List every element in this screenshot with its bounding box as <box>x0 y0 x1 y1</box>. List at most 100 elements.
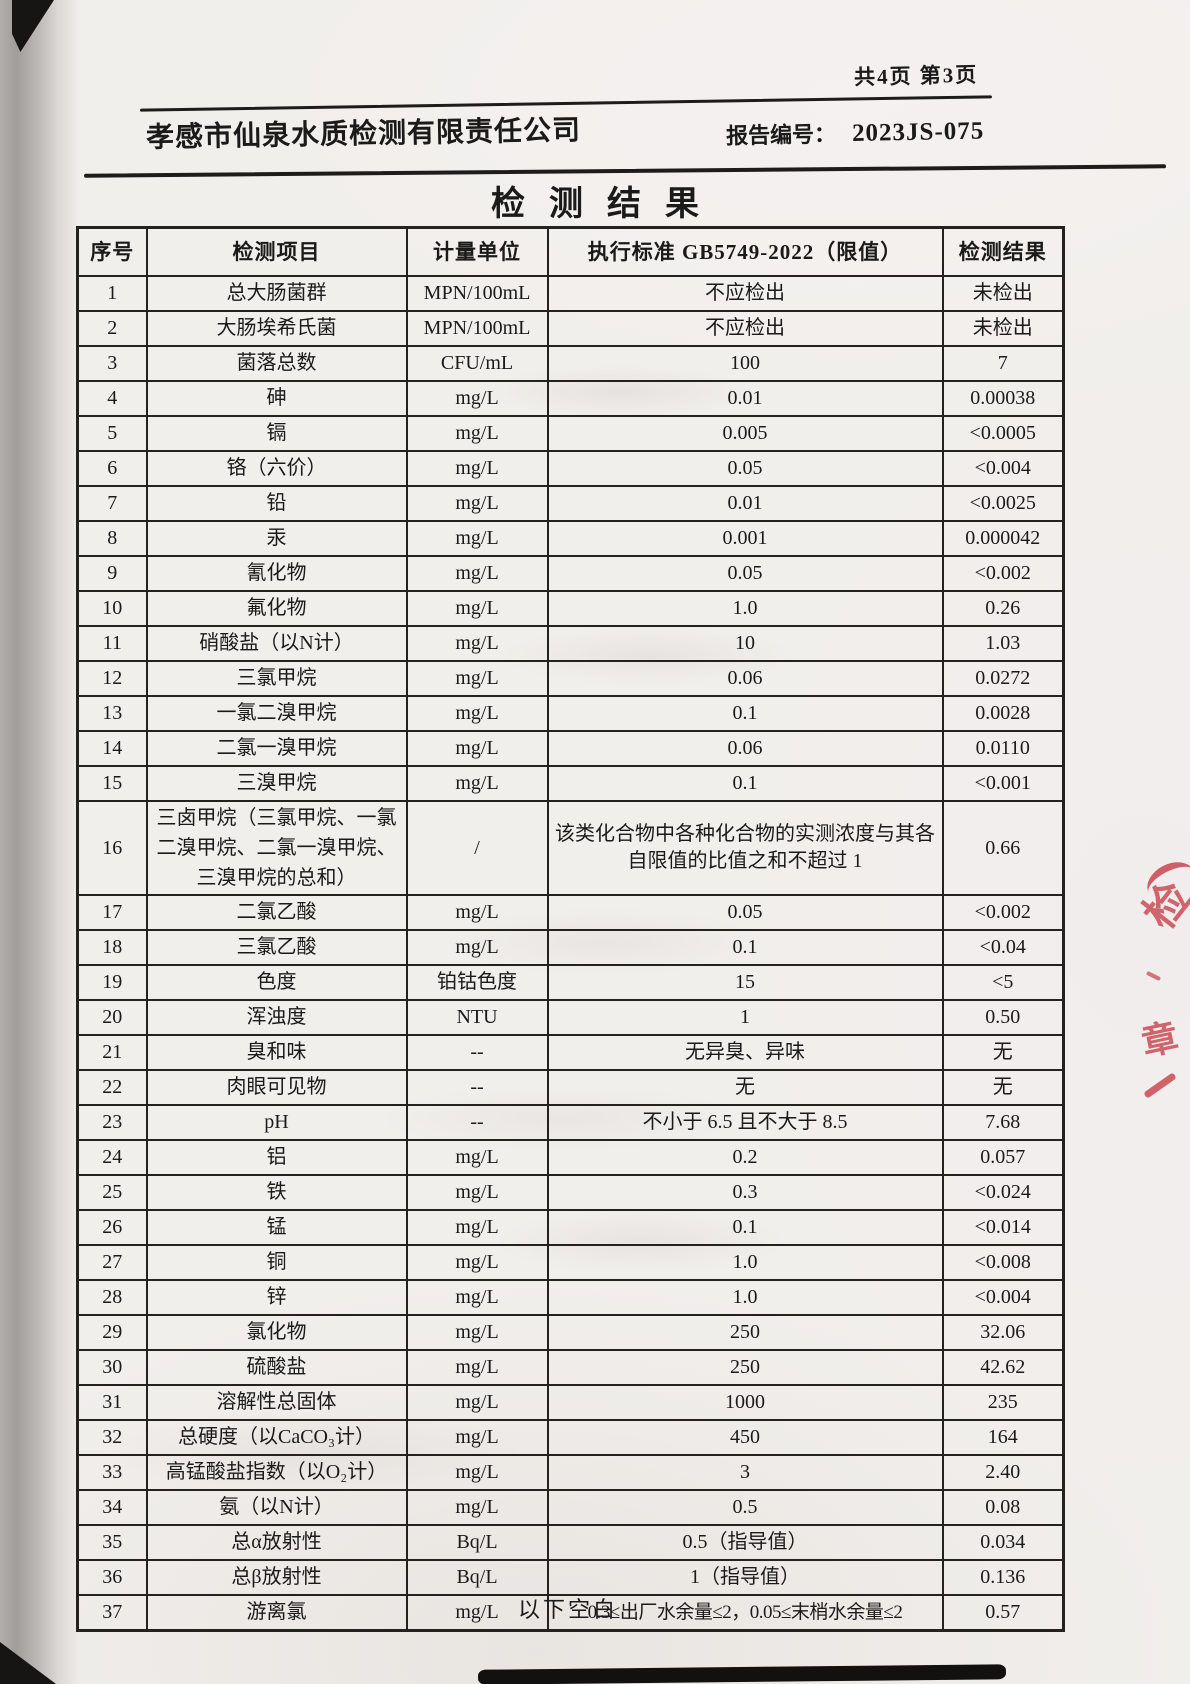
cell-item-name: 铅 <box>145 485 408 522</box>
cell-item-name: 氟化物 <box>145 590 408 627</box>
cell-row-number: 14 <box>76 730 148 767</box>
cell-result-value: 未检出 <box>941 275 1065 312</box>
cell-item-name: 游离氯 <box>145 1594 408 1632</box>
cell-row-number: 33 <box>76 1454 148 1491</box>
col-header-no: 序号 <box>76 226 148 277</box>
cell-unit: mg/L <box>405 1279 549 1316</box>
cell-row-number: 26 <box>76 1209 148 1246</box>
cell-row-number: 5 <box>76 415 148 452</box>
cell-result-value: <0.002 <box>941 555 1065 592</box>
table-row: 12 三氯甲烷 mg/L 0.06 0.0272 <box>76 660 1065 697</box>
cell-unit: mg/L <box>405 1139 549 1176</box>
cell-row-number: 20 <box>76 999 148 1036</box>
cell-row-number: 22 <box>76 1069 148 1106</box>
cell-result-value: 0.136 <box>941 1559 1065 1596</box>
cell-row-number: 1 <box>76 275 148 312</box>
cell-item-name: 铜 <box>145 1244 408 1281</box>
cell-standard-limit: 0.1 <box>546 929 944 966</box>
cell-unit: mg/L <box>405 660 549 697</box>
cell-result-value: 0.057 <box>941 1139 1065 1176</box>
cell-standard-limit: 3 <box>546 1454 944 1491</box>
cell-standard-limit: 无异臭、异味 <box>546 1034 944 1071</box>
cell-result-value: <0.004 <box>941 1279 1065 1316</box>
cell-item-name: 臭和味 <box>145 1034 408 1071</box>
table-row: 11 硝酸盐（以N计） mg/L 10 1.03 <box>76 625 1065 662</box>
report-number: 报告编号： 2023JS-075 <box>726 114 985 151</box>
cell-item-name: 总β放射性 <box>145 1559 408 1596</box>
table-row: 33 高锰酸盐指数（以O₂计） mg/L 3 2.40 <box>76 1454 1065 1491</box>
cell-result-value: 7 <box>941 345 1065 382</box>
cell-result-value: 0.57 <box>941 1594 1065 1632</box>
cell-item-name: 三卤甲烷（三氯甲烷、一氯二溴甲烷、二氯一溴甲烷、三溴甲烷的总和） <box>145 800 408 896</box>
cell-unit: MPN/100mL <box>405 310 549 347</box>
cell-unit: mg/L <box>405 415 549 452</box>
cell-item-name: 铬（六价） <box>145 450 408 487</box>
cell-item-name: 硫酸盐 <box>145 1349 408 1386</box>
cell-unit: mg/L <box>405 1419 549 1456</box>
cell-item-name: 氨（以N计） <box>145 1489 408 1526</box>
cell-row-number: 4 <box>76 380 148 417</box>
table-row: 30 硫酸盐 mg/L 250 42.62 <box>76 1349 1065 1386</box>
table-row: 2 大肠埃希氏菌 MPN/100mL 不应检出 未检出 <box>76 310 1065 347</box>
table-row: 36 总β放射性 Bq/L 1（指导值） 0.136 <box>76 1559 1065 1596</box>
red-seal-fragment-tick <box>1145 970 1162 982</box>
cell-result-value: 164 <box>941 1419 1065 1456</box>
cell-standard-limit: 450 <box>546 1419 944 1456</box>
cell-unit: mg/L <box>405 765 549 802</box>
cell-result-value: 未检出 <box>941 310 1065 347</box>
cell-result-value: <5 <box>941 964 1065 1001</box>
cell-item-name: 肉眼可见物 <box>145 1069 408 1106</box>
cell-result-value: <0.001 <box>941 765 1065 802</box>
cell-standard-limit: 1.0 <box>546 590 944 627</box>
cell-standard-limit: 0.06 <box>546 730 944 767</box>
col-header-unit: 计量单位 <box>405 226 549 277</box>
cell-unit: 铂钴色度 <box>405 964 549 1001</box>
cell-row-number: 30 <box>76 1349 148 1386</box>
cell-result-value: 0.000042 <box>941 520 1065 557</box>
col-header-item: 检测项目 <box>145 226 408 277</box>
table-row: 23 pH -- 不小于 6.5 且不大于 8.5 7.68 <box>76 1104 1065 1141</box>
table-row: 6 铬（六价） mg/L 0.05 <0.004 <box>76 450 1065 487</box>
col-header-result: 检测结果 <box>941 226 1065 277</box>
cell-standard-limit: 250 <box>546 1349 944 1386</box>
red-seal-fragment-character: 章 <box>1138 1016 1182 1064</box>
cell-item-name: 色度 <box>145 964 408 1001</box>
cell-row-number: 10 <box>76 590 148 627</box>
cell-item-name: 锌 <box>145 1279 408 1316</box>
cell-result-value: 0.50 <box>941 999 1065 1036</box>
cell-item-name: 砷 <box>145 380 408 417</box>
cell-row-number: 29 <box>76 1314 148 1351</box>
cell-standard-limit: 0.2 <box>546 1139 944 1176</box>
cell-unit: mg/L <box>405 929 549 966</box>
cell-result-value: 0.26 <box>941 590 1065 627</box>
cell-standard-limit: 250 <box>546 1314 944 1351</box>
cell-unit: mg/L <box>405 894 549 931</box>
cell-row-number: 25 <box>76 1174 148 1211</box>
table-row: 21 臭和味 -- 无异臭、异味无 <box>76 1034 1065 1071</box>
table-row: 22 肉眼可见物 -- 无无 <box>76 1069 1065 1106</box>
cell-unit: mg/L <box>405 1384 549 1421</box>
cell-row-number: 8 <box>76 520 148 557</box>
cell-row-number: 37 <box>76 1594 148 1632</box>
cell-standard-limit: 0.05 <box>546 450 944 487</box>
cell-standard-limit: 0.5（指导值） <box>546 1524 944 1561</box>
cell-unit: mg/L <box>405 590 549 627</box>
page-edge-shadow <box>0 0 80 1684</box>
cell-result-value: 无 <box>941 1034 1065 1071</box>
cell-result-value: <0.0025 <box>941 485 1065 522</box>
cell-item-name: 氰化物 <box>145 555 408 592</box>
cell-standard-limit: 1（指导值） <box>546 1559 944 1596</box>
cell-item-name: 二氯一溴甲烷 <box>145 730 408 767</box>
cell-unit: mg/L <box>405 450 549 487</box>
table-row: 1 总大肠菌群 MPN/100mL 不应检出 未检出 <box>76 275 1065 312</box>
cell-row-number: 28 <box>76 1279 148 1316</box>
cell-row-number: 19 <box>76 964 148 1001</box>
cell-row-number: 17 <box>76 894 148 931</box>
cell-unit: mg/L <box>405 520 549 557</box>
cell-item-name: 铁 <box>145 1174 408 1211</box>
cell-item-name: 大肠埃希氏菌 <box>145 310 408 347</box>
cell-standard-limit: 10 <box>546 625 944 662</box>
cell-row-number: 31 <box>76 1384 148 1421</box>
cell-item-name: 三氯甲烷 <box>145 660 408 697</box>
cell-unit: mg/L <box>405 1174 549 1211</box>
